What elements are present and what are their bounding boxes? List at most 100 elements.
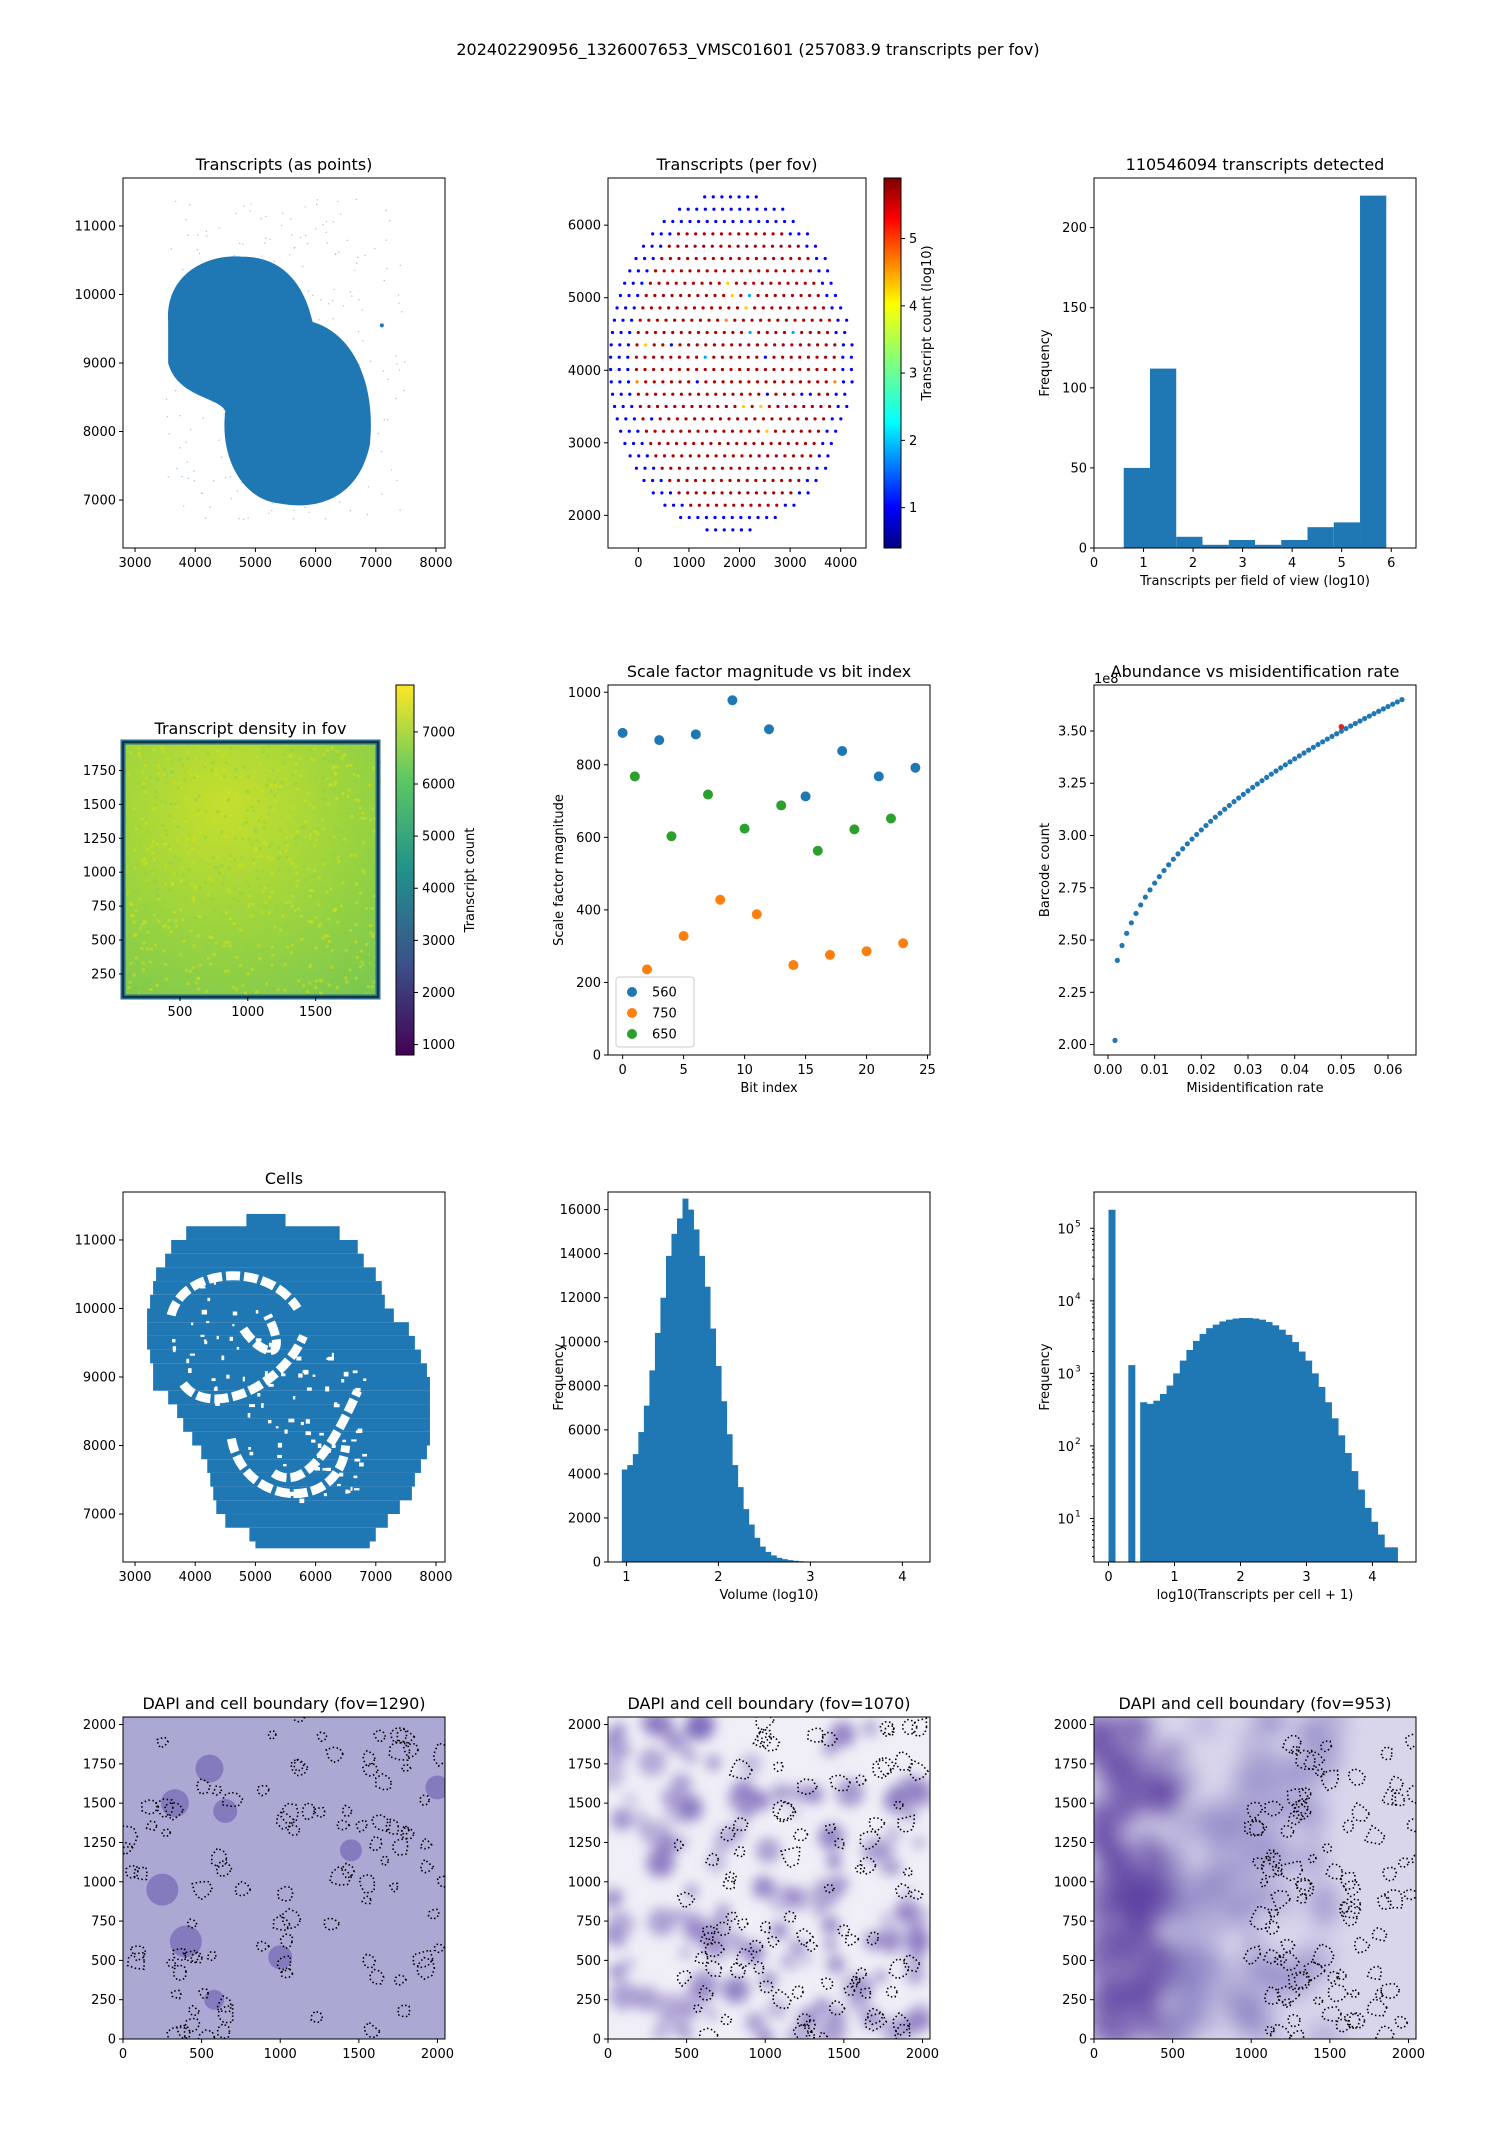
nucleus xyxy=(1099,1765,1126,1792)
density-pixel xyxy=(343,837,347,841)
fov-point xyxy=(746,491,750,495)
tissue-gap xyxy=(186,1358,190,1364)
fov-point xyxy=(632,417,637,421)
cell-boundary xyxy=(1279,1950,1300,1972)
fov-point xyxy=(721,380,725,384)
density-pixel xyxy=(162,949,166,953)
cell-boundary xyxy=(175,2023,191,2039)
density-pixel xyxy=(317,924,321,928)
density-pixel xyxy=(348,806,352,810)
histogram-bar xyxy=(1176,536,1203,548)
cell-transcript-bar xyxy=(1140,1402,1148,1562)
density-pixel xyxy=(155,887,159,891)
fov-point xyxy=(765,293,769,298)
volume-bar xyxy=(787,1560,794,1562)
density-pixel xyxy=(325,944,329,948)
density-pixel xyxy=(354,905,358,909)
density-pixel xyxy=(133,866,137,870)
fov-point xyxy=(643,367,647,372)
density-pixel xyxy=(271,768,275,772)
cell-boundary xyxy=(1383,1888,1403,1909)
cell-transcript-bar xyxy=(1225,1319,1233,1562)
density-pixel xyxy=(209,743,213,747)
cell-boundary xyxy=(1287,1809,1305,1826)
density-pixel xyxy=(165,781,169,785)
fov-point xyxy=(684,244,689,248)
nucleus xyxy=(913,1837,924,1849)
density-pixel xyxy=(142,785,146,789)
volume-bar xyxy=(638,1432,645,1562)
transcript-point xyxy=(218,227,220,229)
fov-point xyxy=(812,441,816,446)
fov-point xyxy=(850,343,854,347)
density-pixel xyxy=(281,914,285,918)
fov-point xyxy=(641,244,646,248)
tissue-gap xyxy=(363,1378,367,1382)
density-pixel xyxy=(212,952,216,956)
density-pixel xyxy=(366,924,370,928)
density-pixel xyxy=(263,809,267,813)
fov-point xyxy=(783,454,787,458)
fov-point xyxy=(695,343,699,347)
cell-boundary xyxy=(279,1933,294,1950)
transcript-point xyxy=(387,418,389,421)
fov-point xyxy=(644,293,648,298)
density-pixel xyxy=(193,773,197,777)
fov-point xyxy=(746,367,750,372)
density-pixel xyxy=(290,861,294,865)
cell-boundary xyxy=(293,1759,305,1773)
cell-boundary xyxy=(198,1988,209,1999)
density-pixel xyxy=(206,893,210,897)
tissue-gap xyxy=(337,1483,341,1487)
density-pixel xyxy=(196,987,200,991)
misid-point xyxy=(1112,1037,1118,1043)
density-pixel xyxy=(309,963,313,967)
transcript-point xyxy=(185,441,187,443)
density-pixel xyxy=(331,766,335,770)
density-pixel xyxy=(310,920,314,924)
density-pixel xyxy=(241,822,245,826)
fov-point xyxy=(664,318,668,322)
fov-point xyxy=(610,392,615,396)
cell-boundary xyxy=(267,1729,277,1741)
density-pixel xyxy=(149,947,153,951)
density-pixel xyxy=(189,773,193,777)
density-pixel xyxy=(343,752,347,756)
density-pixel xyxy=(204,835,208,839)
transcript-point xyxy=(189,204,191,206)
density-pixel xyxy=(152,858,156,862)
fov-point xyxy=(783,503,787,507)
cell-boundary xyxy=(369,1835,383,1853)
volume-bar xyxy=(710,1328,717,1562)
density-pixel xyxy=(287,941,291,945)
cell-boundary xyxy=(1311,1942,1335,1967)
fov-point xyxy=(763,207,768,211)
fov-point xyxy=(833,343,837,347)
density-pixel xyxy=(186,954,190,958)
fov-point xyxy=(756,515,760,520)
density-pixel xyxy=(150,871,154,875)
fov-point xyxy=(641,417,645,421)
misid-point xyxy=(1259,778,1265,784)
cell-boundary xyxy=(419,1794,431,1807)
fov-point xyxy=(705,269,709,273)
density-pixel xyxy=(326,934,330,938)
density-pixel xyxy=(265,784,269,788)
x-tick-label: 3000 xyxy=(774,556,807,571)
density-pixel xyxy=(167,926,171,930)
density-pixel xyxy=(255,839,259,843)
fov-point xyxy=(649,306,654,310)
fov-point xyxy=(652,380,656,384)
fov-point xyxy=(800,269,804,273)
transcript-point xyxy=(225,477,227,479)
fov-point xyxy=(788,232,792,236)
transcript-point xyxy=(271,509,273,512)
misid-point xyxy=(1119,942,1125,949)
transcript-point xyxy=(332,221,334,223)
density-pixel xyxy=(161,824,165,828)
fov-point xyxy=(781,380,785,384)
transcript-point xyxy=(273,260,275,263)
x-tick-label: 3000 xyxy=(118,1570,151,1585)
density-pixel xyxy=(247,884,251,888)
density-pixel xyxy=(209,962,213,966)
